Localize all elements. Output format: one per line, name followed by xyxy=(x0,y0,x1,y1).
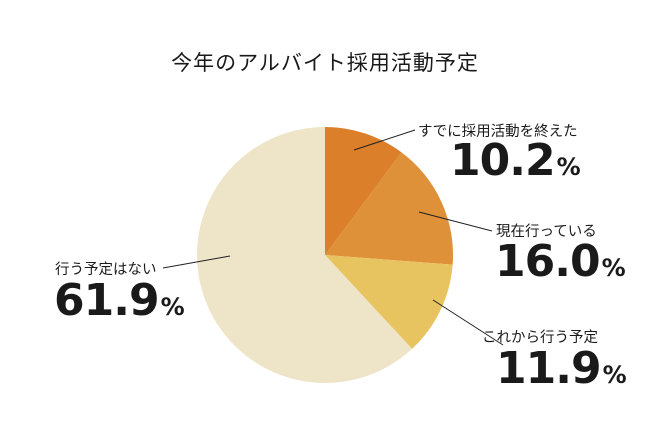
chart-title: 今年のアルバイト採用活動予定 xyxy=(171,51,479,75)
leader-line-no-plan xyxy=(162,255,231,269)
slice-value-planned-number: 11.9 xyxy=(496,343,602,394)
slice-value-no-plan-number: 61.9 xyxy=(54,275,160,326)
slice-label-finished: すでに採用活動を終えた xyxy=(418,124,578,140)
slice-value-finished: 10.2% xyxy=(450,135,581,186)
leader-line-in-progress xyxy=(418,211,493,232)
pie-slice-no-plan xyxy=(196,127,413,383)
pie-slice-finished xyxy=(325,127,402,255)
leader-line-finished xyxy=(353,129,416,151)
slice-label-no-plan: 行う予定はない xyxy=(55,262,157,278)
slice-value-finished-unit: % xyxy=(556,153,581,181)
slice-label-planned: これから行う予定 xyxy=(482,330,598,346)
slice-value-finished-number: 10.2 xyxy=(450,135,556,186)
slice-value-in-progress-number: 16.0 xyxy=(495,236,601,287)
slice-label-in-progress: 現在行っている xyxy=(496,224,597,240)
leader-line-planned xyxy=(432,299,504,346)
slice-value-in-progress: 16.0% xyxy=(495,236,626,287)
slice-value-no-plan-unit: % xyxy=(160,293,185,321)
slice-value-no-plan: 61.9% xyxy=(54,275,185,326)
pie-slice-planned xyxy=(325,255,453,349)
slice-value-in-progress-unit: % xyxy=(601,254,626,282)
pie-slice-in-progress xyxy=(325,152,454,265)
slice-value-planned-unit: % xyxy=(602,361,627,389)
slice-value-planned: 11.9% xyxy=(496,343,627,394)
